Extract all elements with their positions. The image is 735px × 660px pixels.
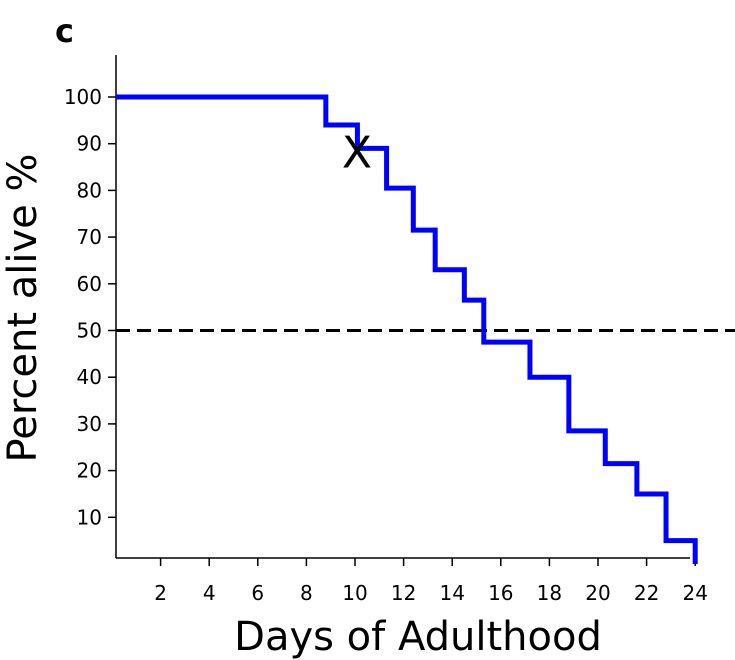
x-tick-label: 2 (154, 581, 167, 605)
x-tick-label: 10 (342, 581, 367, 605)
x-tick-label: 6 (251, 581, 264, 605)
y-tick-label: 40 (77, 365, 102, 389)
x-tick-label: 8 (300, 581, 313, 605)
x-ticks: 2 4 6 8 10 12 14 16 18 20 22 24 (154, 558, 708, 605)
y-tick-label: 60 (77, 272, 102, 296)
y-tick-label: 100 (64, 85, 102, 109)
survival-step-curve (116, 94, 698, 564)
x-tick-label: 16 (488, 581, 513, 605)
axes (115, 55, 690, 559)
y-axis-title: Percent alive % (0, 154, 46, 463)
y-tick-label: 30 (77, 412, 102, 436)
y-tick-label: 50 (77, 319, 102, 343)
y-tick-label: 90 (77, 132, 102, 156)
x-tick-label: 14 (439, 581, 464, 605)
y-tick-label: 70 (77, 225, 102, 249)
x-tick-label: 22 (634, 581, 659, 605)
y-ticks: 10 20 30 40 50 60 70 80 90 100 (64, 85, 116, 529)
x-tick-label: 4 (203, 581, 216, 605)
y-tick-label: 20 (77, 459, 102, 483)
y-tick-label: 80 (77, 178, 102, 202)
y-tick-label: 10 (77, 505, 102, 529)
x-tick-label: 24 (682, 581, 707, 605)
marker-x: X (342, 127, 372, 178)
x-tick-label: 18 (537, 581, 562, 605)
x-axis-title: Days of Adulthood (234, 614, 602, 660)
x-tick-label: 12 (391, 581, 416, 605)
x-tick-label: 20 (585, 581, 610, 605)
panel-label: c (55, 12, 74, 50)
